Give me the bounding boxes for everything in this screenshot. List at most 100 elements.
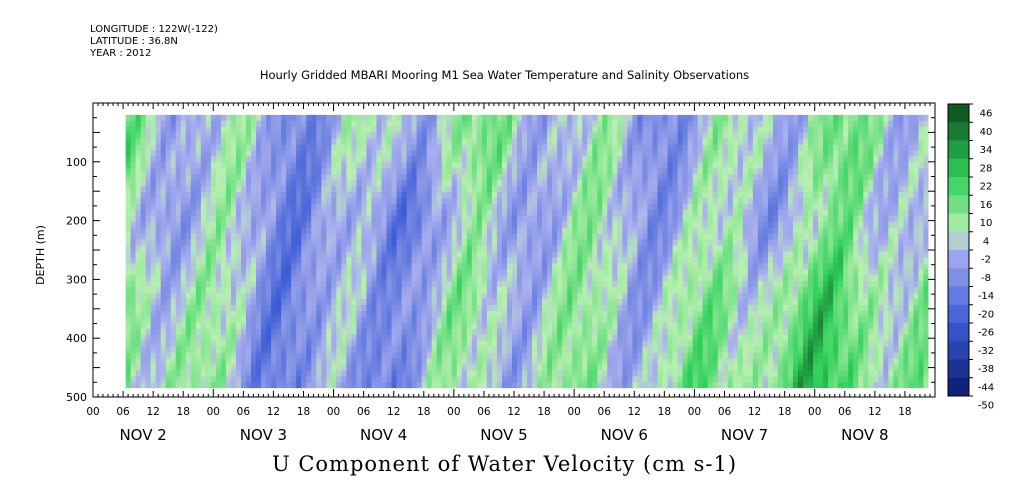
heatmap-cell xyxy=(391,138,398,146)
heatmap-cell xyxy=(215,120,222,128)
heatmap-cell xyxy=(200,203,207,211)
heatmap-cell xyxy=(180,346,187,354)
heatmap-cell xyxy=(436,209,443,217)
heatmap-cell xyxy=(145,275,152,282)
heatmap-cell xyxy=(421,180,428,187)
heatmap-cell xyxy=(572,334,578,342)
heatmap-cell xyxy=(396,192,403,199)
heatmap-cell xyxy=(135,281,142,288)
heatmap-cell xyxy=(361,364,368,371)
heatmap-cell xyxy=(346,114,352,122)
heatmap-cell xyxy=(391,275,398,282)
heatmap-cell xyxy=(316,180,322,187)
heatmap-cell xyxy=(506,126,513,134)
heatmap-cell xyxy=(532,156,538,163)
heatmap-cell xyxy=(522,287,528,294)
heatmap-cell xyxy=(451,180,458,187)
heatmap-cell xyxy=(235,293,242,300)
heatmap-cell xyxy=(371,346,378,354)
heatmap-cell xyxy=(476,322,483,330)
heatmap-cell xyxy=(316,340,322,348)
heatmap-cell xyxy=(577,132,583,140)
heatmap-cell xyxy=(165,322,172,330)
heatmap-cell xyxy=(426,382,433,389)
heatmap-cell xyxy=(170,209,177,217)
heatmap-cell xyxy=(356,304,363,312)
heatmap-cell xyxy=(416,334,423,342)
heatmap-cell xyxy=(572,156,578,163)
heatmap-cell xyxy=(647,126,654,134)
heatmap-cell xyxy=(647,293,654,300)
heatmap-cell xyxy=(301,132,307,140)
heatmap-cell xyxy=(326,245,332,253)
heatmap-cell xyxy=(537,293,543,300)
heatmap-cell xyxy=(527,221,533,229)
heatmap-cell xyxy=(396,382,403,389)
heatmap-cell xyxy=(180,114,187,122)
heatmap-cell xyxy=(155,334,162,342)
heatmap-cell xyxy=(235,209,242,217)
heatmap-cell xyxy=(381,334,388,342)
heatmap-cell xyxy=(170,162,177,169)
heatmap-cell xyxy=(456,138,463,146)
heatmap-cell xyxy=(160,156,167,163)
year-label: YEAR : 2012 xyxy=(90,48,152,59)
heatmap-cell xyxy=(356,376,363,383)
heatmap-cell xyxy=(165,334,172,342)
heatmap-cell xyxy=(155,221,162,229)
heatmap-cell xyxy=(436,156,443,163)
heatmap-cell xyxy=(326,168,332,175)
heatmap-cell xyxy=(170,358,177,365)
heatmap-cell xyxy=(371,215,378,223)
heatmap-cell xyxy=(140,221,147,229)
heatmap-cell xyxy=(537,186,543,193)
heatmap-cell xyxy=(396,180,403,187)
heatmap-cell xyxy=(617,382,623,389)
heatmap-cell xyxy=(506,382,513,389)
heatmap-cell xyxy=(662,221,669,229)
heatmap-cell xyxy=(145,168,152,175)
heatmap-cell xyxy=(657,281,664,288)
heatmap-cell xyxy=(311,328,317,336)
heatmap-cell xyxy=(165,209,172,217)
heatmap-cell xyxy=(431,138,438,146)
heatmap-cell xyxy=(506,358,513,365)
heatmap-cell xyxy=(321,269,327,276)
heatmap-cell xyxy=(542,227,548,235)
heatmap-cell xyxy=(125,221,132,229)
heatmap-cell xyxy=(125,168,132,175)
heatmap-cell xyxy=(406,340,413,348)
heatmap-cell xyxy=(622,180,628,187)
heatmap-cell xyxy=(446,197,453,205)
heatmap-cell xyxy=(522,168,528,175)
heatmap-cell xyxy=(276,186,282,193)
heatmap-cell xyxy=(597,257,603,264)
heatmap-cell xyxy=(501,120,508,128)
heatmap-cell xyxy=(130,233,137,241)
heatmap-cell xyxy=(491,174,498,181)
heatmap-cell xyxy=(612,156,618,163)
heatmap-cell xyxy=(321,346,327,354)
heatmap-cell xyxy=(597,358,603,365)
heatmap-cell xyxy=(230,174,237,181)
heatmap-cell xyxy=(532,138,538,146)
heatmap-cell xyxy=(451,126,458,134)
heatmap-cell xyxy=(582,299,588,306)
heatmap-cell xyxy=(246,192,252,199)
heatmap-cell xyxy=(175,150,182,157)
heatmap-cell xyxy=(336,180,342,187)
heatmap-cell xyxy=(235,322,242,330)
heatmap-cell xyxy=(446,221,453,229)
heatmap-cell xyxy=(376,197,383,205)
heatmap-cell xyxy=(326,275,332,282)
heatmap-cell xyxy=(321,328,327,336)
heatmap-cell xyxy=(195,144,202,152)
heatmap-cell xyxy=(256,269,262,276)
heatmap-cell xyxy=(461,215,468,223)
heatmap-cell xyxy=(637,215,644,223)
heatmap-cell xyxy=(220,275,227,282)
heatmap-cell xyxy=(125,376,132,383)
heatmap-cell xyxy=(582,203,588,211)
heatmap-cell xyxy=(451,203,458,211)
heatmap-cell xyxy=(557,197,563,205)
